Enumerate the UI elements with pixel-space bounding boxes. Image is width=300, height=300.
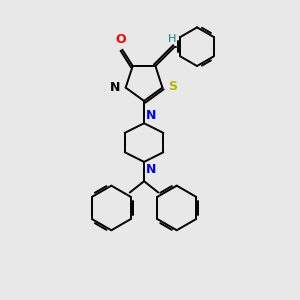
Text: N: N [146, 164, 156, 176]
Text: H: H [168, 34, 176, 44]
Text: N: N [146, 109, 156, 122]
Text: N: N [110, 81, 120, 94]
Text: S: S [168, 80, 177, 93]
Text: O: O [116, 33, 126, 46]
